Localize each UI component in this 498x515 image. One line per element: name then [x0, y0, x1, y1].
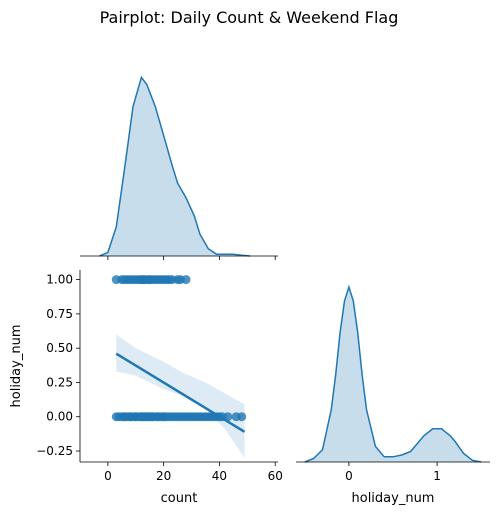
- scatter-y-tick-label: 0.50: [46, 341, 73, 355]
- scatter-x-label: count: [161, 491, 198, 506]
- scatter-x-tick-label: 0: [104, 469, 112, 483]
- scatter-y-tick-label: 0.00: [46, 410, 73, 424]
- regression-line: [115, 352, 246, 433]
- count-kde-panel: [80, 75, 278, 260]
- chart-title: Pairplot: Daily Count & Weekend Flag: [99, 8, 399, 27]
- regression-confidence-band: [116, 334, 245, 458]
- scatter-y-label: holiday_num: [9, 325, 24, 408]
- count-kde-fill: [99, 77, 251, 257]
- scatter-points: [111, 275, 247, 422]
- scatter-x-tick-label: 40: [212, 469, 227, 483]
- count-vs-holiday-panel: 0 20 40 60 −0.250.000.250.500.751.00 count …: [9, 270, 283, 506]
- holiday-kde-line: [304, 284, 482, 463]
- holiday-kde-fill: [304, 287, 482, 462]
- scatter-y-ticks: −0.25 0.00 0.25 0.50 0.75 1.00: [36, 273, 80, 458]
- scatter-point-0-51: [237, 412, 247, 422]
- holiday-kde-x-label: holiday_num: [352, 491, 435, 506]
- count-kde-line: [99, 75, 251, 257]
- scatter-y-tick-label: 1.00: [46, 273, 73, 287]
- scatter-y-tick-label: 0.25: [46, 375, 73, 389]
- count-kde-x-ticks: [107, 256, 276, 260]
- scatter-point-1-25: [181, 275, 191, 285]
- scatter-x-tick-label: 60: [268, 469, 283, 483]
- holiday-kde-x-tick-label: 0: [345, 469, 353, 483]
- scatter-y-tick-label: 0.75: [46, 307, 73, 321]
- scatter-y-tick-label: −0.25: [36, 444, 73, 458]
- scatter-x-tick-label: 20: [156, 469, 171, 483]
- scatter-x-ticks: 0 20 40 60: [104, 462, 283, 483]
- holiday-kde-x-tick-label: 1: [433, 469, 441, 483]
